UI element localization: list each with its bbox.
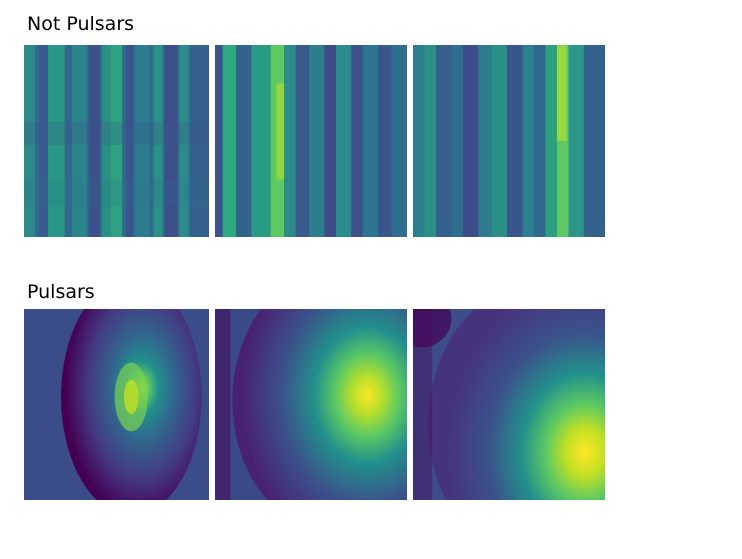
not-pulsars-label: Not Pulsars [27, 13, 135, 35]
pulsars-label: Pulsars [27, 281, 95, 303]
not-pulsar-image-2 [215, 45, 407, 237]
pulsar-image-1 [24, 309, 209, 500]
not-pulsar-image-3 [413, 45, 605, 237]
not-pulsar-image-1 [24, 45, 209, 237]
pulsar-image-2 [215, 309, 407, 500]
pulsar-image-3 [413, 309, 605, 500]
